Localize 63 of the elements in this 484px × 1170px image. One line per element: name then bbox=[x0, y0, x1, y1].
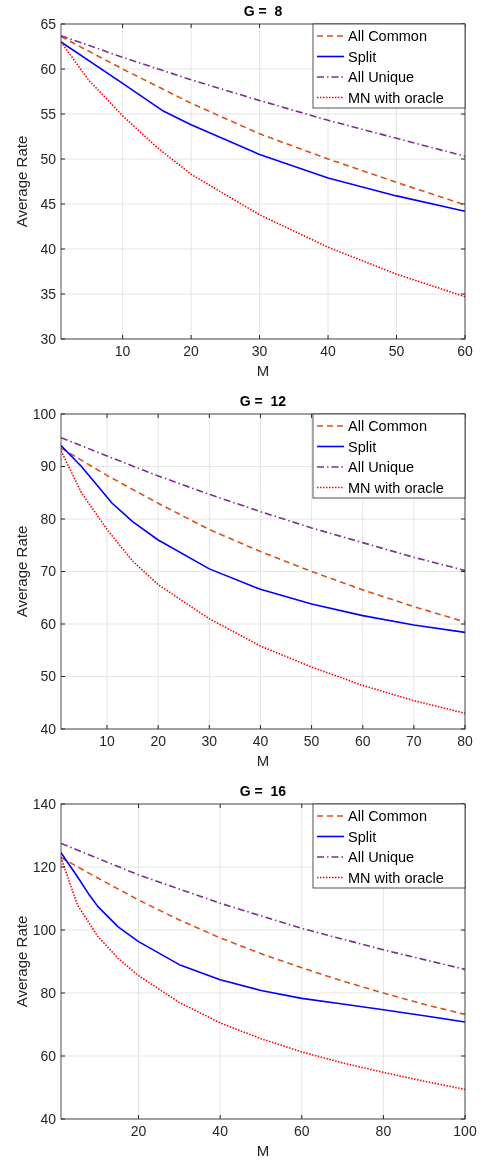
x-axis-title: M bbox=[256, 1142, 270, 1159]
y-tick-label: 100 bbox=[32, 921, 57, 938]
x-axis-title: M bbox=[256, 362, 270, 379]
x-tick-label: 100 bbox=[453, 1123, 477, 1139]
line-series bbox=[61, 436, 465, 572]
x-tick-label: 20 bbox=[130, 1123, 147, 1139]
y-tick-label: 30 bbox=[40, 330, 57, 347]
y-tick-label: 80 bbox=[40, 984, 57, 1001]
y-tick-label: 50 bbox=[40, 150, 57, 167]
y-tick-label: 80 bbox=[40, 510, 57, 527]
y-tick-label: 100 bbox=[32, 405, 57, 422]
y-tick-label: 40 bbox=[40, 1110, 57, 1127]
x-tick-label: 50 bbox=[303, 733, 320, 749]
legend-label: MN with oracle bbox=[348, 89, 444, 106]
x-tick-label: 30 bbox=[251, 343, 268, 359]
x-axis-title: M bbox=[256, 752, 270, 769]
x-tick-label: 70 bbox=[406, 733, 422, 749]
legend-label: Split bbox=[348, 828, 377, 845]
x-tick-label: 20 bbox=[150, 733, 167, 749]
y-tick-label: 70 bbox=[40, 563, 57, 580]
chart-title: G = 8 bbox=[243, 3, 283, 19]
x-tick-label: 40 bbox=[212, 1123, 229, 1139]
chart-title: G = 16 bbox=[239, 783, 287, 799]
y-axis-title: Average Rate bbox=[13, 525, 30, 618]
y-tick-label: 90 bbox=[40, 458, 57, 475]
x-tick-label: 60 bbox=[457, 343, 473, 359]
x-tick-label: 10 bbox=[114, 343, 131, 359]
x-tick-label: 40 bbox=[320, 343, 337, 359]
x-tick-label: 20 bbox=[183, 343, 200, 359]
chart-title: G = 12 bbox=[239, 393, 287, 409]
y-tick-label: 55 bbox=[40, 105, 57, 122]
legend-label: All Common bbox=[348, 28, 427, 45]
y-tick-label: 60 bbox=[40, 60, 57, 77]
y-tick-label: 60 bbox=[40, 615, 57, 632]
y-tick-label: 40 bbox=[40, 720, 57, 737]
x-tick-label: 10 bbox=[99, 733, 116, 749]
y-tick-label: 140 bbox=[32, 795, 57, 812]
y-tick-label: 50 bbox=[40, 668, 57, 685]
x-tick-label: 60 bbox=[354, 733, 371, 749]
x-tick-label: 80 bbox=[375, 1123, 392, 1139]
x-tick-label: 40 bbox=[252, 733, 269, 749]
line-series bbox=[61, 41, 465, 298]
legend-label: All Unique bbox=[348, 69, 415, 86]
legend-label: Split bbox=[348, 48, 377, 65]
x-tick-label: 30 bbox=[201, 733, 218, 749]
y-tick-label: 35 bbox=[40, 285, 57, 302]
legend-label: All Common bbox=[348, 808, 427, 825]
y-tick-label: 120 bbox=[32, 858, 57, 875]
legend-label: MN with oracle bbox=[348, 479, 444, 496]
legend-label: All Common bbox=[348, 418, 427, 435]
x-tick-label: 50 bbox=[388, 343, 405, 359]
y-tick-label: 45 bbox=[40, 195, 57, 212]
legend-label: Split bbox=[348, 438, 377, 455]
legend-label: All Unique bbox=[348, 849, 415, 866]
y-tick-label: 40 bbox=[40, 240, 57, 257]
y-tick-label: 60 bbox=[40, 1047, 57, 1064]
x-tick-label: 60 bbox=[293, 1123, 310, 1139]
x-tick-label: 80 bbox=[457, 733, 473, 749]
y-axis-title: Average Rate bbox=[13, 915, 30, 1008]
legend-label: MN with oracle bbox=[348, 869, 444, 886]
y-axis-title: Average Rate bbox=[13, 135, 30, 228]
legend-label: All Unique bbox=[348, 459, 415, 476]
y-tick-label: 65 bbox=[40, 15, 57, 32]
